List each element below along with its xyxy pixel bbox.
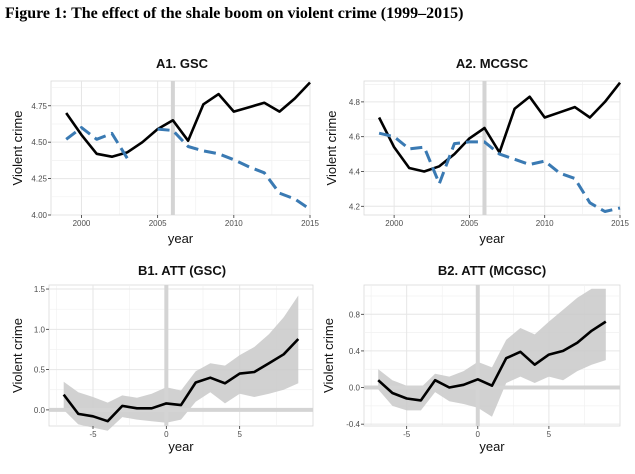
y-tick-label: 0.0 (34, 406, 46, 415)
x-tick-label: 5 (237, 430, 242, 439)
x-axis-label: year (168, 439, 194, 454)
x-tick-label: 0 (164, 430, 169, 439)
y-tick-label: 4.2 (349, 202, 361, 211)
x-tick-label: 0 (476, 430, 481, 439)
y-tick-label: 4.75 (31, 102, 47, 111)
y-tick-label: 4.25 (31, 175, 47, 184)
y-axis-label: Violent crime (10, 111, 25, 186)
y-tick-label: 0.4 (349, 347, 361, 356)
y-tick-label: 0.8 (349, 310, 361, 319)
confidence-band (63, 295, 299, 431)
y-tick-label: 4.00 (31, 211, 47, 220)
y-tick-label: 1.5 (34, 285, 46, 294)
confidence-band (378, 288, 606, 417)
y-tick-label: -0.4 (346, 420, 360, 429)
x-tick-label: 2015 (301, 219, 319, 228)
y-tick-label: 4.50 (31, 138, 47, 147)
panel-title: B2. ATT (MCGSC) (438, 263, 546, 278)
x-tick-label: 5 (547, 430, 552, 439)
y-axis-label: Violent crime (10, 318, 25, 393)
chart-b1: -5 0 5 0.0 0.5 1.0 1.5 B1. ATT (GSC) year Violent… (10, 263, 314, 454)
x-tick-label: 2005 (149, 219, 167, 228)
x-axis-label: year (168, 231, 194, 246)
y-tick-label: 4.8 (349, 98, 361, 107)
panel-title: A1. GSC (156, 56, 209, 71)
y-tick-label: 0.0 (349, 384, 361, 393)
plot-area (50, 80, 311, 216)
y-tick-label: 4.6 (349, 133, 361, 142)
x-axis-label: year (479, 439, 505, 454)
panel-title: B1. ATT (GSC) (138, 263, 226, 278)
y-axis-label: Violent crime (321, 318, 336, 393)
chart-b2: -5 0 5 -0.4 0.0 0.4 0.8 B2. ATT (MCGSC) year Viol… (321, 263, 621, 454)
y-tick-label: 4.4 (349, 167, 361, 176)
y-tick-label: 0.5 (34, 366, 46, 375)
x-tick-label: 2000 (385, 219, 403, 228)
figure-title: Figure 1: The effect of the shale boom o… (5, 5, 464, 22)
y-axis-label: Violent crime (324, 111, 339, 186)
x-tick-label: 2015 (611, 219, 629, 228)
x-axis-label: year (479, 231, 505, 246)
y-tick-label: 1.0 (34, 325, 46, 334)
panel-title: A2. MCGSC (456, 56, 529, 71)
x-tick-label: -5 (89, 430, 97, 439)
x-tick-label: 2005 (461, 219, 479, 228)
x-tick-label: 2010 (225, 219, 243, 228)
chart-a1: 2000 2005 2010 2015 4.00 4.25 4.50 4.75 A1. GSC y… (10, 56, 319, 246)
x-tick-label: -5 (403, 430, 411, 439)
x-tick-label: 2000 (73, 219, 91, 228)
chart-a2: 2000 2005 2010 2015 4.2 4.4 4.6 4.8 A2. MCGSC yea… (324, 56, 629, 246)
x-tick-label: 2010 (536, 219, 554, 228)
